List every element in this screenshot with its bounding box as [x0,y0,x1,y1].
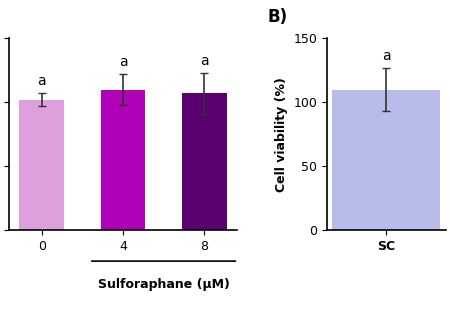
Bar [19,100,64,230]
Bar [182,93,226,230]
Text: Sulforaphane (μM): Sulforaphane (μM) [98,278,230,292]
Text: a: a [119,55,127,69]
Text: B): B) [268,8,288,26]
Text: a: a [382,49,391,63]
Text: a: a [200,54,208,68]
Y-axis label: Cell viability (%): Cell viability (%) [275,77,288,192]
Bar [101,90,145,230]
Bar [333,90,440,230]
Text: a: a [37,74,46,88]
